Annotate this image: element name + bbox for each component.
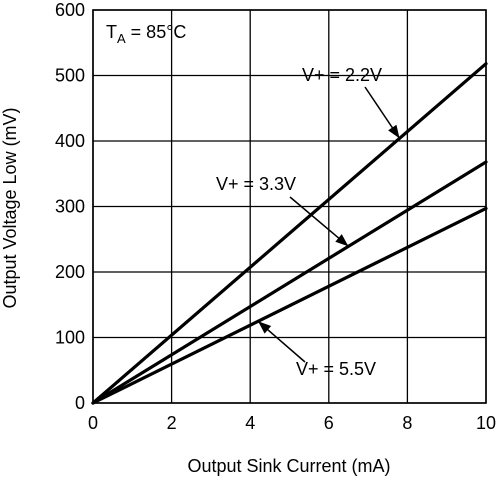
- annotation-label-3: V+ = 5.5V: [296, 359, 376, 379]
- annotation-label-2: V+ = 3.3V: [216, 174, 296, 194]
- x-tick-label: 6: [324, 413, 334, 433]
- annotation-arrowhead-1: [388, 124, 400, 139]
- series-line-2: [91, 160, 488, 405]
- series-line-1: [91, 62, 488, 405]
- y-axis-title: Output Voltage Low (mV): [0, 107, 20, 308]
- y-tick-label: 200: [55, 262, 85, 282]
- y-tick-label: 300: [55, 197, 85, 217]
- condition-main: T: [106, 22, 117, 42]
- series-lines: [91, 62, 488, 405]
- y-tick-label: 0: [75, 393, 85, 413]
- y-tick-label: 500: [55, 66, 85, 86]
- annotation-arrowhead-2: [335, 234, 349, 247]
- plot-frame: [92, 9, 487, 404]
- grid: [92, 9, 487, 404]
- annotation-arrowhead-3: [258, 321, 272, 334]
- x-tick-label: 8: [402, 413, 412, 433]
- series-line-3: [91, 206, 488, 405]
- y-tick-label: 100: [55, 328, 85, 348]
- x-tick-label: 10: [476, 413, 496, 433]
- condition-subscript: A: [117, 31, 126, 46]
- annotations: V+ = 2.2V V+ = 3.3V V+ = 5.5V: [216, 65, 401, 379]
- x-tick-label: 4: [245, 413, 255, 433]
- x-tick-label: 0: [88, 413, 98, 433]
- condition-label: TA = 85°C: [106, 22, 186, 46]
- x-axis-title: Output Sink Current (mA): [187, 456, 390, 476]
- y-tick-label: 400: [55, 131, 85, 151]
- x-tick-label: 2: [167, 413, 177, 433]
- annotation-label-1: V+ = 2.2V: [302, 65, 382, 85]
- y-tick-label: 600: [55, 0, 85, 20]
- condition-rest: = 85°C: [126, 22, 187, 42]
